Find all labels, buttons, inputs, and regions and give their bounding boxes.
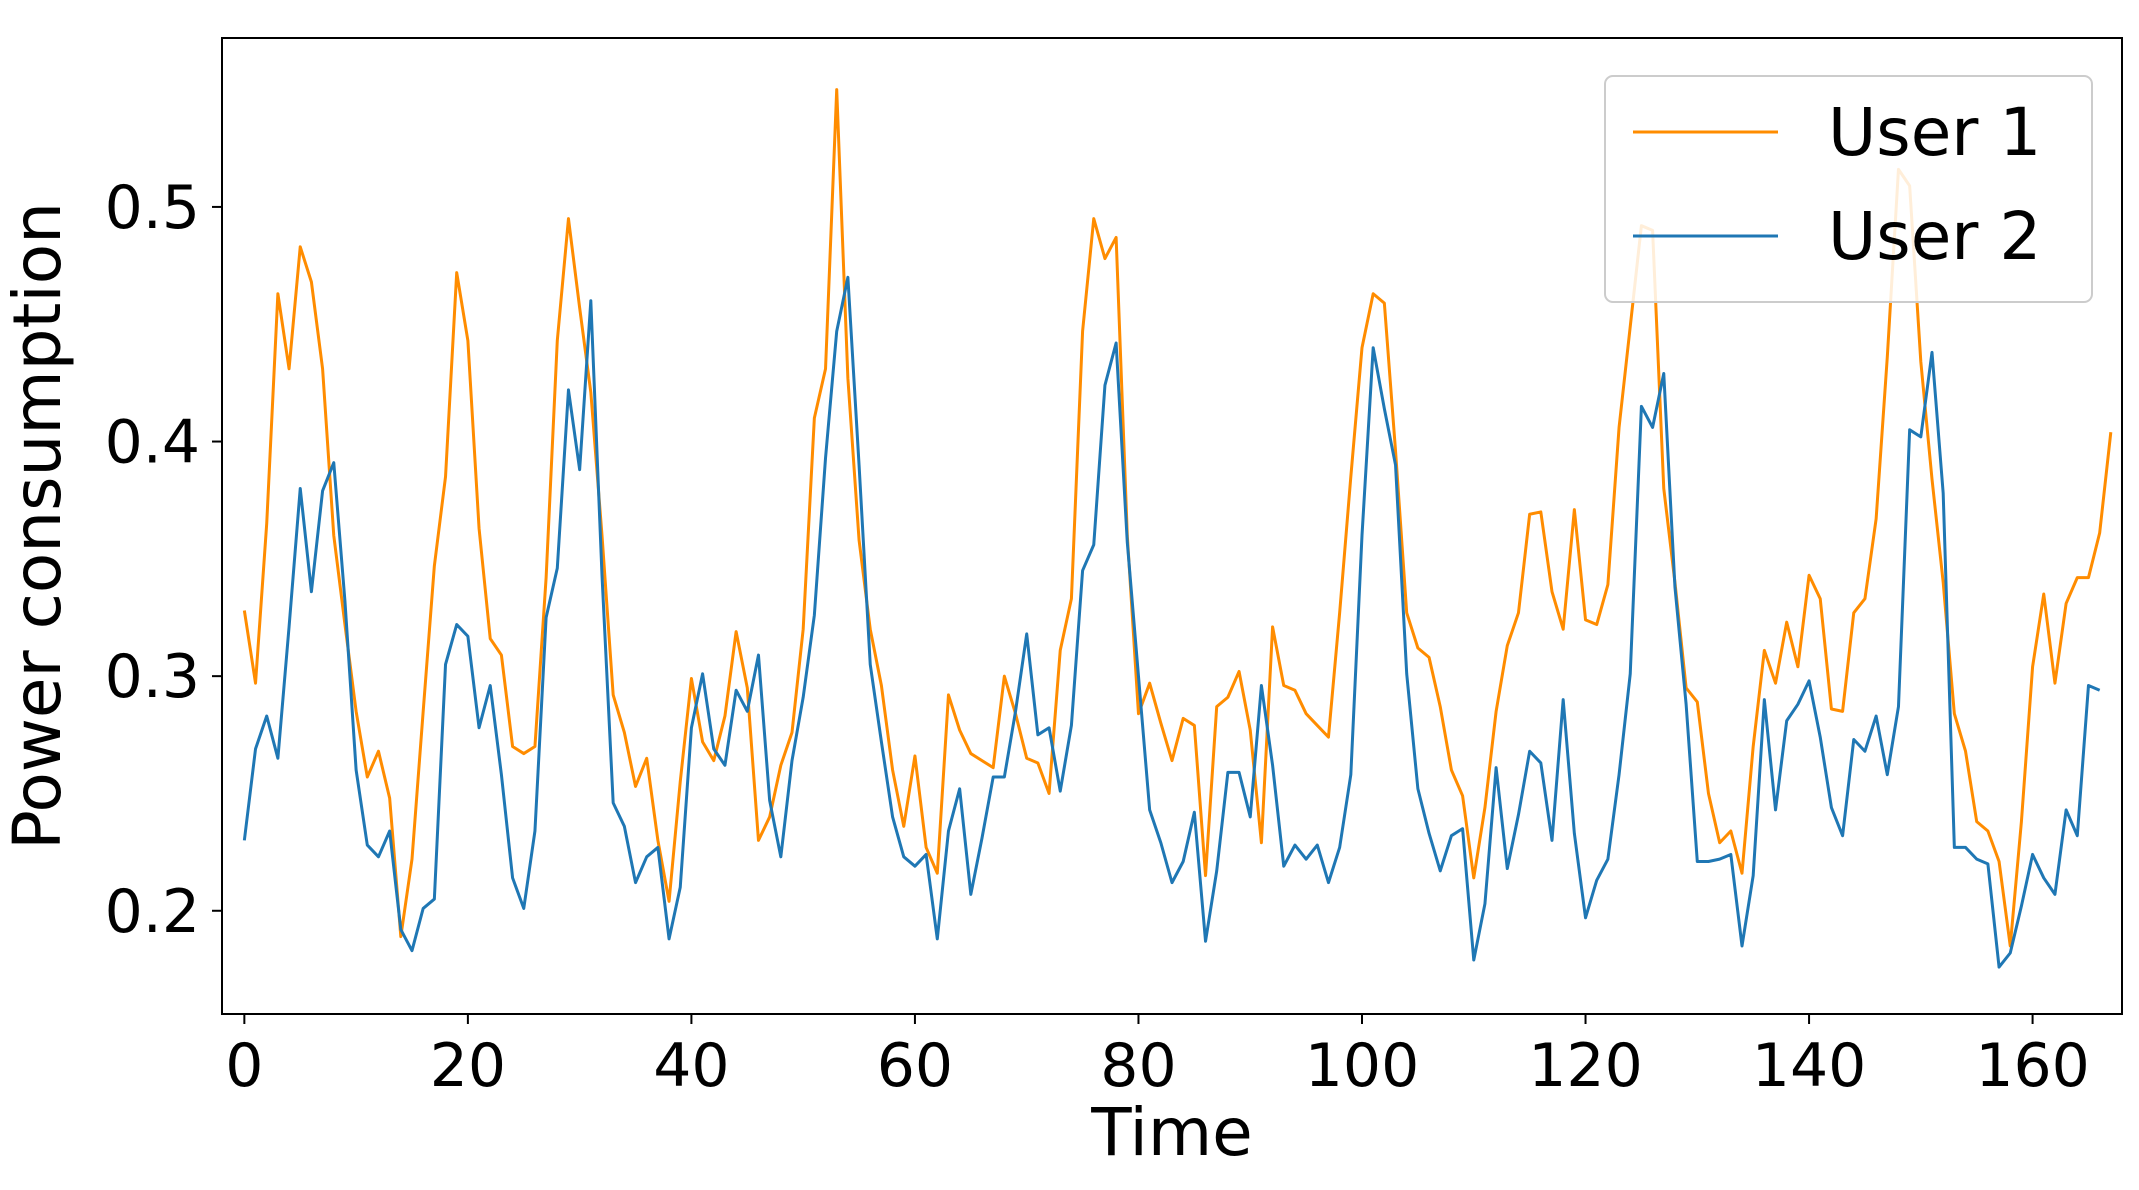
x-tick-label: 20 bbox=[430, 1031, 506, 1101]
y-axis-label: Power consumption bbox=[0, 202, 76, 850]
legend-label-user-1: User 1 bbox=[1828, 94, 2041, 171]
y-axis-ticks: 0.2 0.3 0.4 0.5 bbox=[105, 173, 222, 947]
x-tick-label: 60 bbox=[877, 1031, 953, 1101]
x-tick-label: 100 bbox=[1305, 1031, 1420, 1101]
series-line-user-2 bbox=[242, 275, 2101, 969]
y-tick-label: 0.4 bbox=[105, 408, 200, 478]
x-tick-label: 120 bbox=[1528, 1031, 1643, 1101]
x-tick-label: 0 bbox=[225, 1031, 263, 1101]
x-tick-label: 160 bbox=[1975, 1031, 2090, 1101]
x-tick-label: 40 bbox=[653, 1031, 729, 1101]
y-tick-label: 0.5 bbox=[105, 173, 200, 243]
y-tick-label: 0.2 bbox=[105, 877, 200, 947]
series-layer bbox=[242, 88, 2113, 969]
x-tick-label: 140 bbox=[1752, 1031, 1867, 1101]
x-axis-ticks: 0 20 40 60 80 100 120 140 160 bbox=[225, 1014, 2090, 1101]
legend: User 1 User 2 bbox=[1604, 75, 2093, 303]
series-line-user-1 bbox=[242, 88, 2113, 948]
y-tick-label: 0.3 bbox=[105, 642, 200, 712]
plot-frame bbox=[221, 37, 2123, 1015]
x-tick-label: 80 bbox=[1100, 1031, 1176, 1101]
legend-label-user-2: User 2 bbox=[1828, 198, 2041, 275]
x-axis-label: Time bbox=[1090, 1094, 1253, 1171]
